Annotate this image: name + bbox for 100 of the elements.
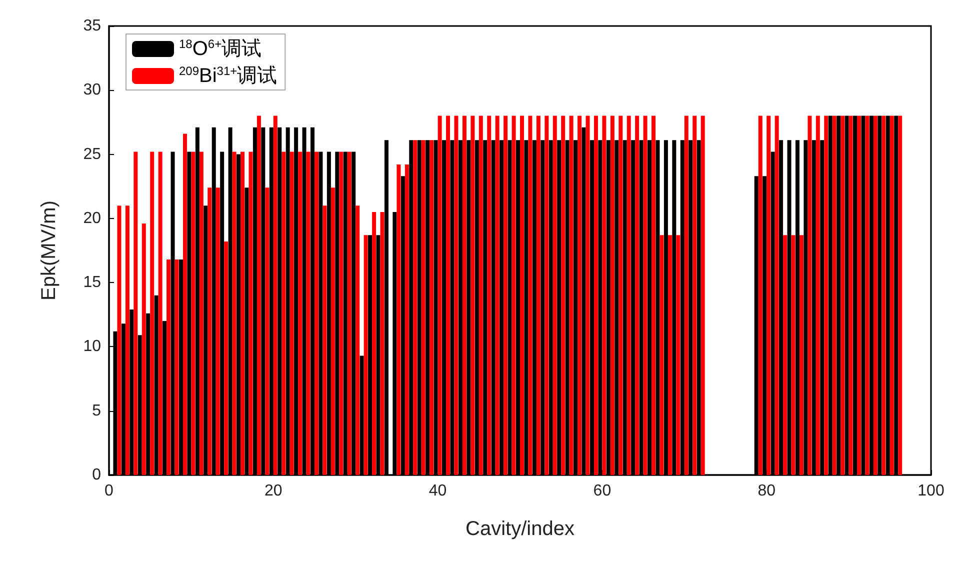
bar [536,116,540,475]
bar [454,116,458,475]
bar [306,152,310,475]
bar [282,152,286,475]
bar [404,164,409,475]
bar [330,188,335,475]
bar [594,116,598,475]
x-tick-label: 20 [264,482,282,500]
y-axis-title: Epk(MV/m) [38,200,60,300]
bar [504,116,508,475]
bar [692,116,697,475]
bar [166,259,171,475]
bar [232,152,236,475]
bar [684,116,688,475]
bar [586,116,590,475]
bar [676,235,680,475]
bar [635,116,640,475]
bar [808,116,812,475]
bar [552,116,557,475]
bar [142,224,146,475]
bar [322,206,327,475]
x-tick-label: 60 [593,482,612,500]
y-tick-label: 35 [83,18,102,34]
bar [470,116,475,475]
bar [372,212,376,475]
bar [865,116,870,475]
bar [256,116,261,475]
bar [799,235,804,475]
bar [890,116,894,475]
bar [446,116,450,475]
bar [668,235,672,475]
bar [150,152,154,475]
bar [347,152,352,475]
bar [174,259,179,475]
bar [766,116,771,475]
bar [758,116,762,475]
bar [487,116,492,475]
x-tick-label: 0 [104,482,114,500]
y-tick-label: 10 [83,338,102,356]
bar [125,206,130,475]
bar [848,116,853,475]
bar [610,116,614,475]
bar [339,152,344,475]
y-tick-label: 0 [92,466,102,484]
bar [478,116,483,475]
bar [208,188,212,475]
bar [824,116,828,475]
bar [248,152,253,475]
y-tick-label: 5 [92,402,102,420]
bar [569,116,574,475]
bar [438,116,442,475]
bar [643,116,648,475]
bar [314,152,318,475]
x-tick-label: 100 [918,482,944,500]
bar [380,212,384,475]
bar [528,116,532,475]
y-tick-label: 20 [83,210,102,227]
bar [816,116,820,475]
bar [182,134,187,475]
bar [216,188,220,475]
x-tick-label: 40 [428,482,447,500]
bar [626,116,631,475]
y-tick-label: 25 [83,146,102,163]
bar [290,152,294,475]
bar [364,235,368,475]
bar [840,116,845,475]
bar [396,164,401,475]
bar [898,116,902,475]
bar [134,152,138,475]
bar [421,140,426,475]
bar [191,152,196,475]
x-tick-label: 80 [758,482,776,500]
bar [117,206,122,475]
bar [618,116,623,475]
bar [273,116,278,475]
bar [413,140,418,475]
bar [544,116,549,475]
bar [857,116,862,475]
y-tick-label: 30 [83,82,102,99]
bar [660,235,664,475]
x-axis-title: Cavity/index [466,518,574,540]
bar [298,152,302,475]
bar [882,116,886,475]
bar [356,206,360,475]
bar [495,116,500,475]
bar [832,116,836,475]
bar [462,116,466,475]
bar [561,116,566,475]
bar [265,188,270,475]
bar [158,152,162,475]
bar [240,152,245,475]
bar [224,242,228,475]
bar [700,116,705,475]
bar [512,116,516,475]
bar [774,116,779,475]
bar [199,152,204,475]
bar [520,116,524,475]
bar [791,235,796,475]
bar [873,116,878,475]
bar [578,116,582,475]
